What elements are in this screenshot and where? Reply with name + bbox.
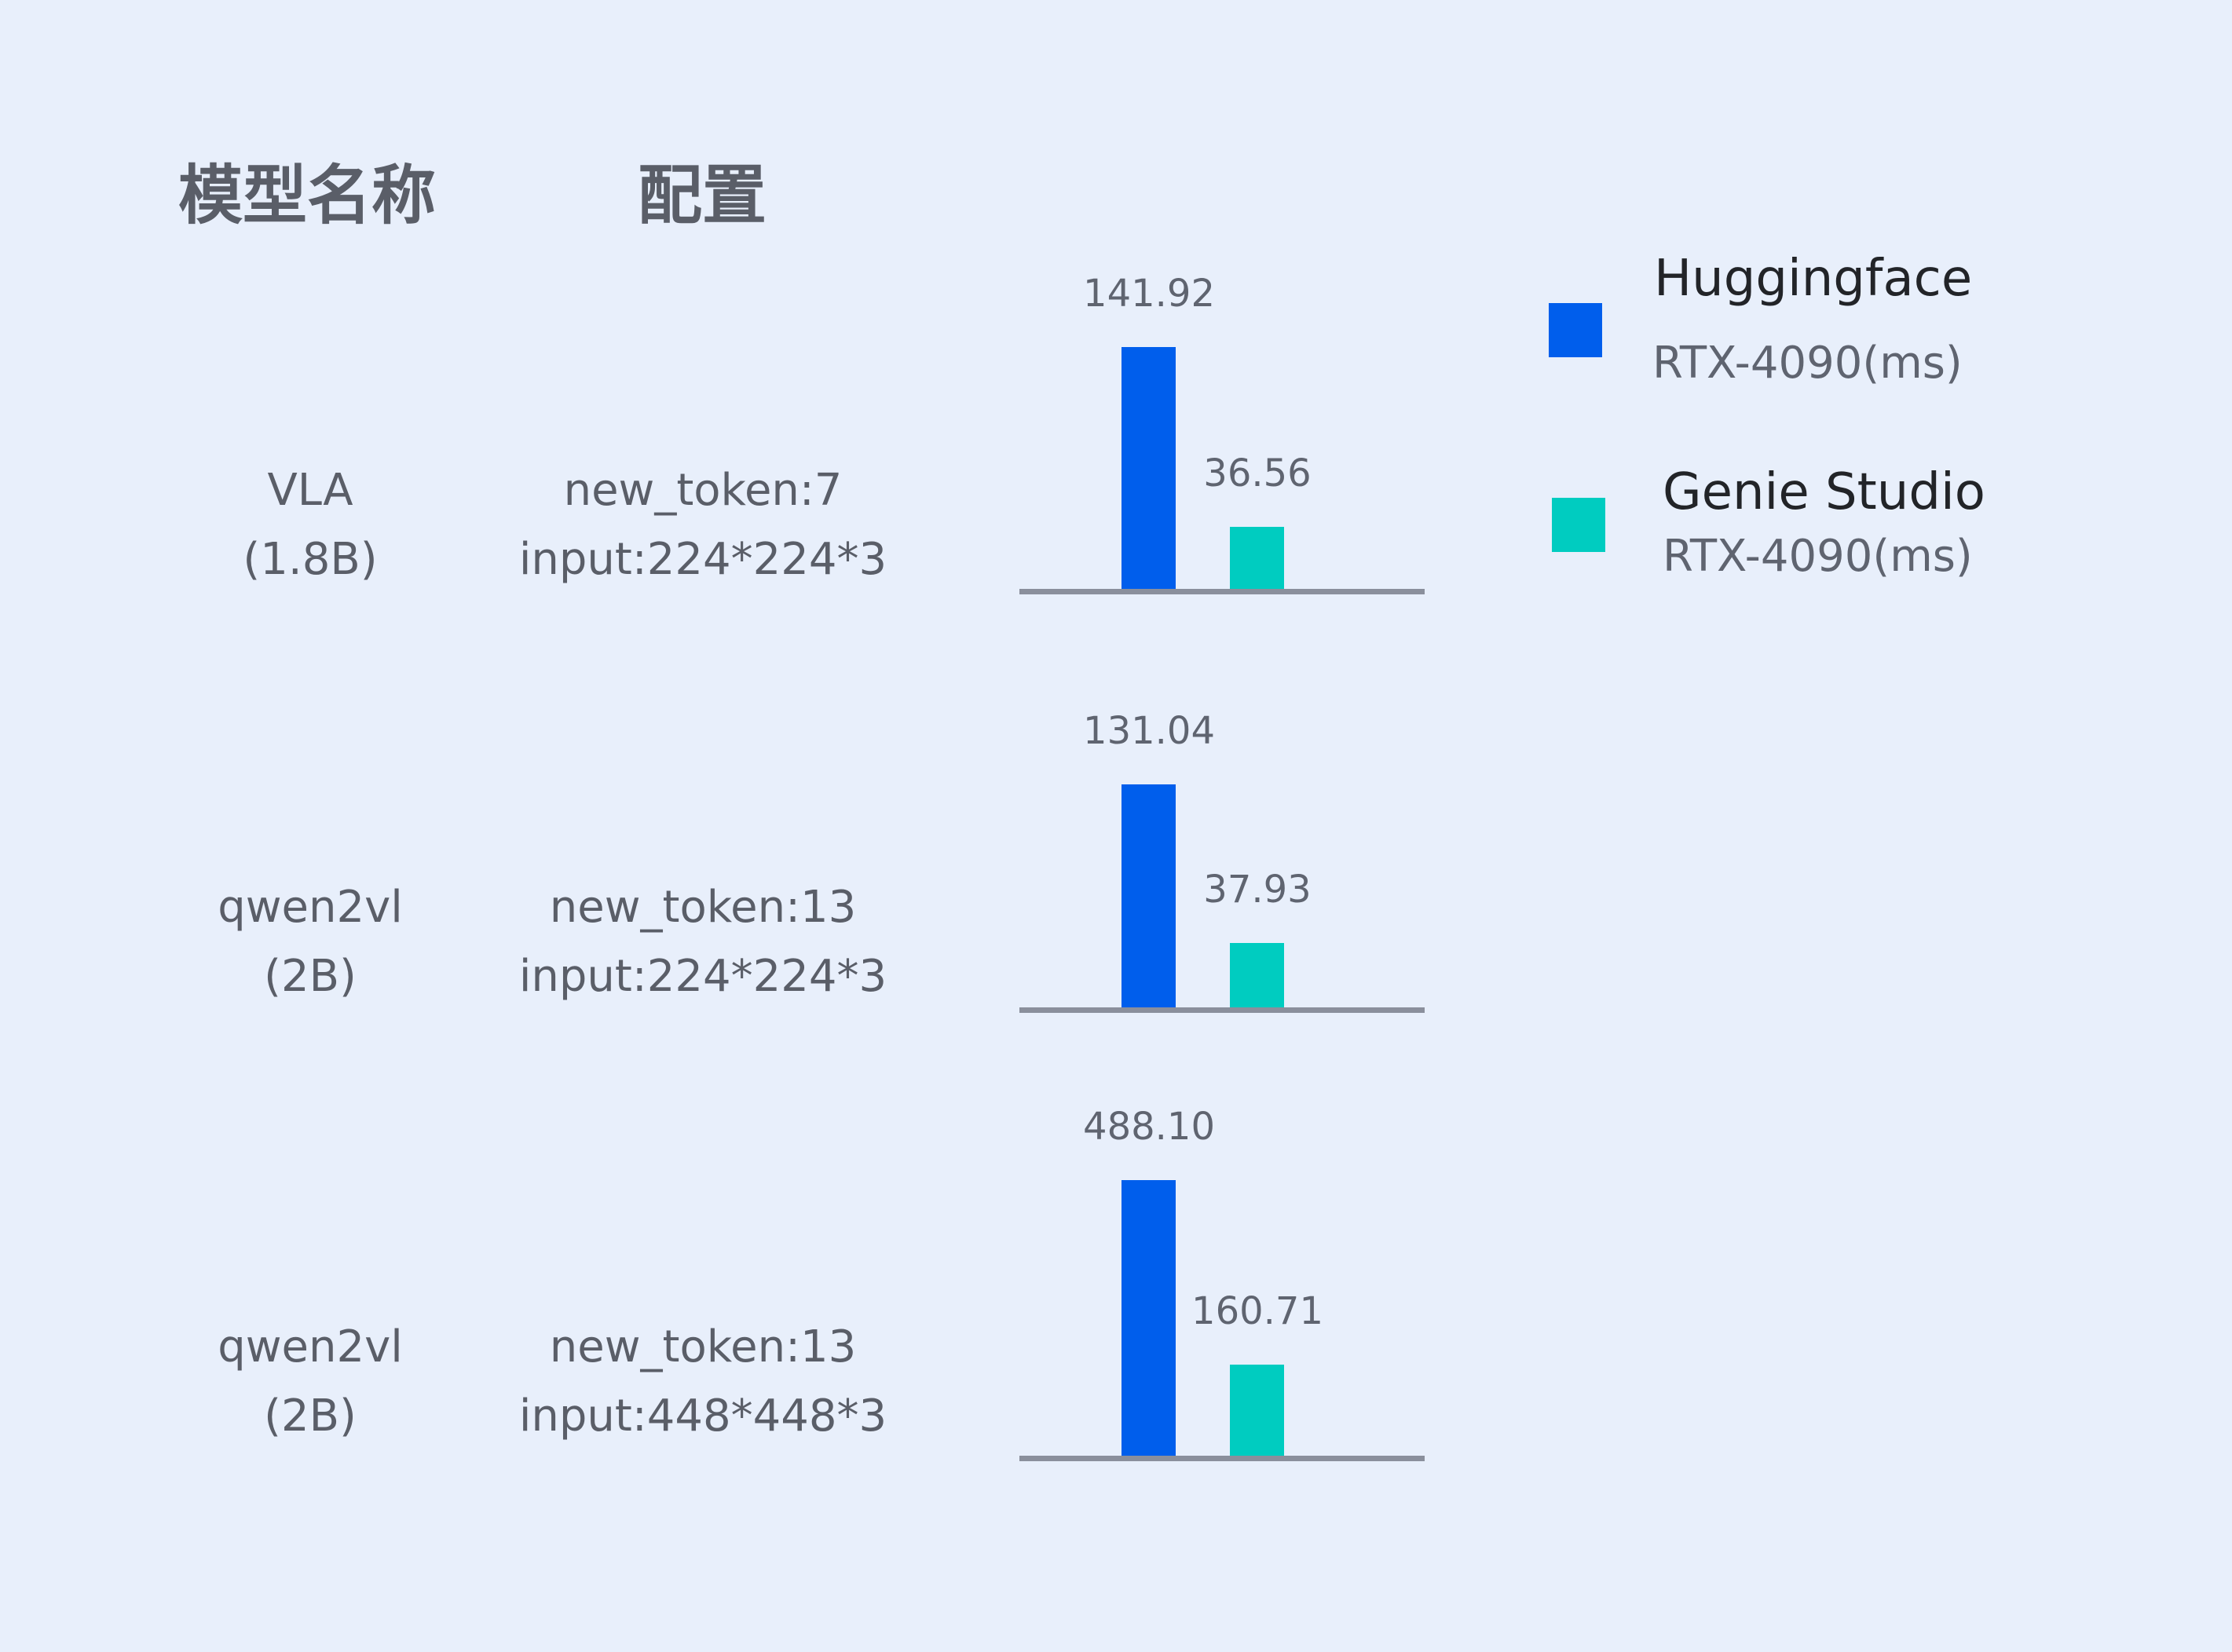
data-label: 160.71: [1191, 1289, 1323, 1334]
legend-name-genie-studio: Genie Studio: [1663, 463, 1985, 521]
config-input: input:224*224*3: [518, 951, 887, 1002]
model-size: (2B): [264, 1391, 357, 1442]
model-name: qwen2vl: [218, 882, 403, 933]
chart-baseline: [1019, 589, 1425, 594]
model-size: (2B): [264, 951, 357, 1002]
data-label: 141.92: [1083, 272, 1215, 316]
bar-huggingface: [1121, 347, 1176, 589]
config-tokens: new_token:13: [549, 882, 857, 933]
header-model-name: 模型名称: [178, 159, 437, 233]
row-config-2: new_token:13 input:224*224*3: [519, 873, 887, 1011]
legend-unit-genie-studio: RTX-4090(ms): [1663, 531, 1973, 582]
bar-huggingface: [1121, 1179, 1176, 1456]
data-label: 488.10: [1083, 1104, 1215, 1149]
config-tokens: new_token:13: [549, 1321, 857, 1372]
data-label: 37.93: [1203, 867, 1312, 912]
chart-baseline: [1019, 1456, 1425, 1461]
bar-genie-studio: [1230, 1365, 1284, 1456]
bar-huggingface: [1121, 784, 1176, 1007]
config-tokens: new_token:7: [563, 465, 843, 516]
legend-unit-huggingface: RTX-4090(ms): [1652, 338, 1963, 389]
legend-name-huggingface: Huggingface: [1654, 250, 1973, 308]
chart-baseline: [1019, 1007, 1425, 1013]
model-name: VLA: [267, 465, 353, 516]
header-config: 配置: [638, 159, 767, 233]
model-size: (1.8B): [243, 534, 378, 585]
model-name: qwen2vl: [218, 1321, 403, 1372]
row-config-3: new_token:13 input:448*448*3: [519, 1313, 887, 1451]
row-model-3: qwen2vl (2B): [218, 1313, 403, 1451]
row-config-1: new_token:7 input:224*224*3: [519, 456, 887, 594]
bar-genie-studio: [1230, 942, 1284, 1007]
row-model-1: VLA (1.8B): [243, 456, 377, 594]
row-model-2: qwen2vl (2B): [218, 873, 403, 1011]
data-label: 131.04: [1083, 708, 1215, 753]
config-input: input:224*224*3: [518, 534, 887, 585]
legend-swatch-huggingface: [1549, 303, 1602, 357]
legend-swatch-genie-studio: [1552, 498, 1605, 552]
config-input: input:448*448*3: [518, 1391, 887, 1442]
data-label: 36.56: [1203, 451, 1312, 495]
bar-genie-studio: [1230, 526, 1284, 589]
